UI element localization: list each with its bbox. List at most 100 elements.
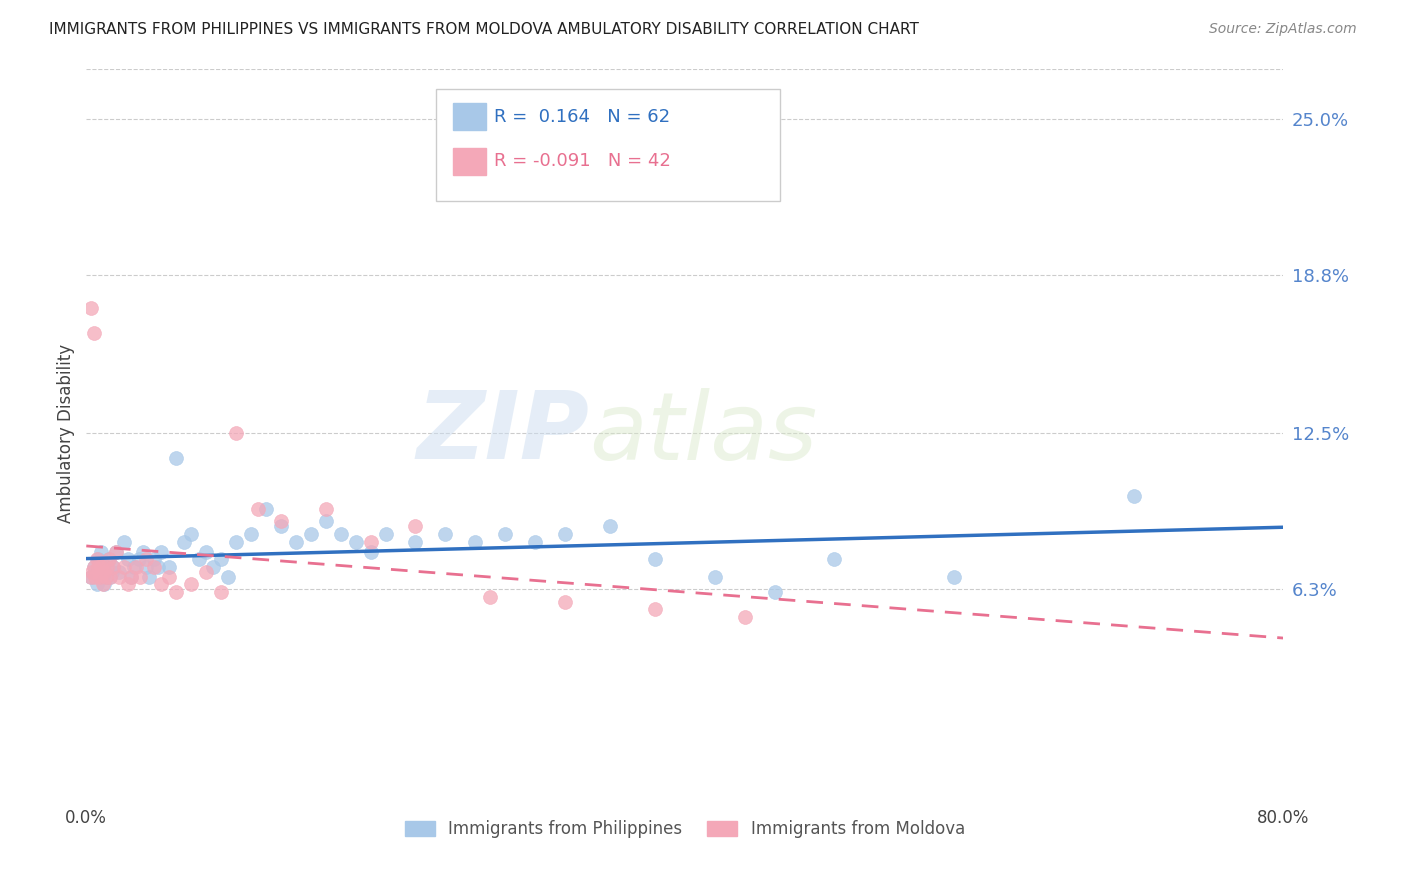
Point	[135, 559, 157, 574]
Point	[823, 552, 845, 566]
Point	[89, 570, 111, 584]
Point	[87, 559, 110, 574]
Point	[180, 577, 202, 591]
Point	[89, 570, 111, 584]
Point	[195, 565, 218, 579]
Point	[87, 552, 110, 566]
Point	[108, 570, 131, 584]
Point	[1122, 489, 1144, 503]
Point	[209, 584, 232, 599]
Point	[299, 527, 322, 541]
Point	[138, 570, 160, 584]
Point	[195, 544, 218, 558]
Point	[82, 565, 104, 579]
Y-axis label: Ambulatory Disability: Ambulatory Disability	[58, 343, 75, 523]
Point	[122, 559, 145, 574]
Point	[112, 534, 135, 549]
Point	[217, 570, 239, 584]
Point	[554, 595, 576, 609]
Point	[142, 552, 165, 566]
Point	[763, 584, 786, 599]
Point	[202, 559, 225, 574]
Point	[254, 501, 277, 516]
Point	[124, 559, 146, 574]
Point	[150, 577, 173, 591]
Point	[180, 527, 202, 541]
Point	[94, 570, 117, 584]
Point	[100, 565, 122, 579]
Point	[97, 552, 120, 566]
Point	[344, 534, 367, 549]
Point	[284, 534, 307, 549]
Point	[644, 602, 666, 616]
Text: atlas: atlas	[589, 388, 817, 479]
Point	[108, 565, 131, 579]
Point	[146, 559, 169, 574]
Text: R =  0.164   N = 62: R = 0.164 N = 62	[494, 108, 669, 126]
Point	[103, 559, 125, 574]
Point	[270, 515, 292, 529]
Point	[93, 565, 115, 579]
Point	[117, 577, 139, 591]
Point	[105, 544, 128, 558]
Point	[117, 552, 139, 566]
Point	[554, 527, 576, 541]
Point	[80, 301, 103, 315]
Point	[239, 527, 262, 541]
Point	[225, 426, 247, 441]
Point	[404, 534, 426, 549]
Point	[142, 559, 165, 574]
Point	[524, 534, 547, 549]
Point	[86, 552, 108, 566]
Point	[83, 559, 105, 574]
Point	[80, 570, 103, 584]
Text: ZIP: ZIP	[416, 387, 589, 479]
Point	[644, 552, 666, 566]
Text: R = -0.091   N = 42: R = -0.091 N = 42	[494, 153, 671, 170]
Point	[120, 570, 142, 584]
Point	[315, 515, 337, 529]
Point	[105, 544, 128, 558]
Point	[165, 584, 187, 599]
Legend: Immigrants from Philippines, Immigrants from Moldova: Immigrants from Philippines, Immigrants …	[398, 814, 972, 845]
Point	[703, 570, 725, 584]
Point	[494, 527, 516, 541]
Point	[84, 565, 107, 579]
Point	[80, 570, 103, 584]
Point	[464, 534, 486, 549]
Point	[91, 565, 114, 579]
Point	[90, 544, 112, 558]
Point	[112, 559, 135, 574]
Point	[247, 501, 270, 516]
Point	[129, 570, 152, 584]
Point	[187, 552, 209, 566]
Text: Source: ZipAtlas.com: Source: ZipAtlas.com	[1209, 22, 1357, 37]
Point	[86, 577, 108, 591]
Point	[128, 552, 150, 566]
Point	[94, 570, 117, 584]
Point	[209, 552, 232, 566]
Point	[83, 326, 105, 340]
Point	[157, 570, 180, 584]
Point	[225, 534, 247, 549]
Point	[157, 559, 180, 574]
Point	[98, 570, 121, 584]
Point	[98, 570, 121, 584]
Point	[90, 559, 112, 574]
Point	[120, 570, 142, 584]
Point	[360, 544, 382, 558]
Point	[329, 527, 352, 541]
Point	[83, 559, 105, 574]
Point	[150, 544, 173, 558]
Point	[270, 519, 292, 533]
Point	[90, 559, 112, 574]
Point	[84, 570, 107, 584]
Point	[599, 519, 621, 533]
Point	[165, 451, 187, 466]
Point	[943, 570, 966, 584]
Point	[315, 501, 337, 516]
Text: IMMIGRANTS FROM PHILIPPINES VS IMMIGRANTS FROM MOLDOVA AMBULATORY DISABILITY COR: IMMIGRANTS FROM PHILIPPINES VS IMMIGRANT…	[49, 22, 920, 37]
Point	[132, 544, 155, 558]
Point	[360, 534, 382, 549]
Point	[93, 577, 115, 591]
